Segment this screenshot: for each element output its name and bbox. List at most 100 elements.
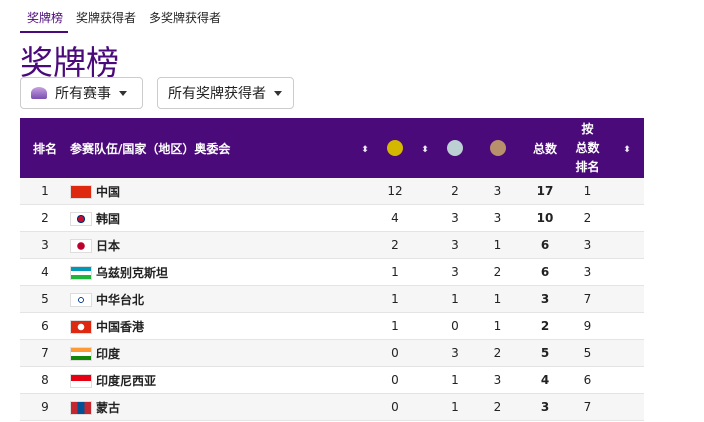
active-tab-indicator: [20, 31, 68, 33]
page-title: 奖牌榜: [20, 43, 119, 82]
rank-by-total: 3: [565, 258, 610, 286]
silver-count: 1: [440, 285, 470, 313]
caret-down-icon: [119, 90, 127, 96]
bronze-count: 3: [470, 178, 525, 205]
sort-icon[interactable]: ⬍: [623, 145, 631, 155]
winners-filter-label: 所有奖牌获得者: [168, 86, 266, 102]
gold-count: 1: [380, 285, 410, 313]
tab-bar: 奖牌榜 奖牌获得者 多奖牌获得者: [27, 9, 221, 26]
rank-by-total: 9: [565, 312, 610, 340]
table-row[interactable]: 7 印度 0 3 2 5 5: [20, 339, 644, 367]
rank: 7: [20, 339, 70, 367]
table-row[interactable]: 6 中国香港 1 0 1 2 9: [20, 312, 644, 340]
team-name[interactable]: 中华台北: [96, 292, 145, 307]
total-count: 3: [525, 393, 565, 421]
caret-down-icon: [274, 90, 282, 96]
header-rank: 排名: [32, 141, 57, 156]
silver-count: 3: [440, 231, 470, 259]
header-total: 总数: [532, 141, 557, 156]
rank-by-total: 7: [565, 285, 610, 313]
total-count: 2: [525, 312, 565, 340]
bronze-count: 2: [470, 339, 525, 367]
gold-medal-icon: [387, 140, 403, 156]
gold-count: 1: [380, 258, 410, 286]
total-count: 6: [525, 258, 565, 286]
bronze-count: 2: [470, 393, 525, 421]
flag-icon: [70, 185, 92, 199]
tab-medal-table[interactable]: 奖牌榜: [27, 11, 64, 25]
sort-icon[interactable]: ⬍: [421, 145, 429, 155]
rank: 9: [20, 393, 70, 421]
table-row[interactable]: 1 中国 12 2 3 17 1: [20, 178, 644, 205]
table-row[interactable]: 2 韩国 4 3 3 10 2: [20, 204, 644, 232]
table-header: 排名 参赛队伍/国家（地区）奥委会 ⬍ ⬍ 总数 按 总数 排名 ⬍: [20, 118, 644, 178]
team-name[interactable]: 乌兹别克斯坦: [96, 265, 169, 280]
silver-count: 2: [440, 178, 470, 205]
total-count: 4: [525, 366, 565, 394]
bronze-count: 2: [470, 258, 525, 286]
event-filter-dropdown[interactable]: 所有赛事: [20, 77, 143, 109]
flag-icon: [70, 266, 92, 280]
silver-count: 0: [440, 312, 470, 340]
team-cell[interactable]: 韩国: [70, 204, 380, 232]
rank: 5: [20, 285, 70, 313]
table-row[interactable]: 3 日本 2 3 1 6 3: [20, 231, 644, 259]
table-row[interactable]: 8 印度尼西亚 0 1 3 4 6: [20, 366, 644, 394]
flag-icon: [70, 293, 92, 307]
silver-count: 1: [440, 366, 470, 394]
bronze-count: 3: [470, 366, 525, 394]
total-count: 17: [525, 178, 565, 205]
gold-count: 12: [380, 178, 410, 205]
table-row[interactable]: 9 蒙古 0 1 2 3 7: [20, 393, 644, 421]
rank: 3: [20, 231, 70, 259]
total-count: 3: [525, 285, 565, 313]
team-cell[interactable]: 日本: [70, 231, 380, 259]
team-cell[interactable]: 中国: [70, 178, 380, 205]
team-cell[interactable]: 蒙古: [70, 393, 380, 421]
team-cell[interactable]: 乌兹别克斯坦: [70, 258, 380, 286]
header-team: 参赛队伍/国家（地区）奥委会: [70, 141, 231, 156]
team-name[interactable]: 蒙古: [96, 400, 121, 415]
rank-by-total: 6: [565, 366, 610, 394]
team-cell[interactable]: 印度: [70, 339, 380, 367]
rank: 4: [20, 258, 70, 286]
medal-table: 排名 参赛队伍/国家（地区）奥委会 ⬍ ⬍ 总数 按 总数 排名 ⬍ 1 中国 …: [20, 118, 644, 421]
tab-multi-medalists[interactable]: 多奖牌获得者: [149, 11, 222, 25]
bronze-count: 1: [470, 312, 525, 340]
team-cell[interactable]: 印度尼西亚: [70, 366, 380, 394]
rank: 6: [20, 312, 70, 340]
flag-icon: [70, 347, 92, 361]
gold-count: 0: [380, 393, 410, 421]
silver-count: 1: [440, 393, 470, 421]
rank-by-total: 2: [565, 204, 610, 232]
rank-by-total: 5: [565, 339, 610, 367]
team-cell[interactable]: 中华台北: [70, 285, 380, 313]
total-count: 5: [525, 339, 565, 367]
rank-by-total: 1: [565, 178, 610, 205]
flag-icon: [70, 212, 92, 226]
rank: 1: [20, 178, 70, 205]
silver-medal-icon: [447, 140, 463, 156]
rank: 2: [20, 204, 70, 232]
gold-count: 4: [380, 204, 410, 232]
tab-medalists[interactable]: 奖牌获得者: [76, 11, 137, 25]
team-name[interactable]: 印度尼西亚: [96, 373, 157, 388]
flag-icon: [70, 320, 92, 334]
table-row[interactable]: 4 乌兹别克斯坦 1 3 2 6 3: [20, 258, 644, 286]
bronze-count: 1: [470, 285, 525, 313]
team-name[interactable]: 中国: [96, 184, 121, 199]
sort-icon[interactable]: ⬍: [361, 145, 369, 155]
table-row[interactable]: 5 中华台北 1 1 1 3 7: [20, 285, 644, 313]
rank: 8: [20, 366, 70, 394]
silver-count: 3: [440, 204, 470, 232]
team-cell[interactable]: 中国香港: [70, 312, 380, 340]
gold-count: 0: [380, 366, 410, 394]
silver-count: 3: [440, 339, 470, 367]
rank-by-total: 7: [565, 393, 610, 421]
header-rank-by-total: 按 总数 排名: [575, 121, 600, 174]
team-name[interactable]: 中国香港: [96, 319, 145, 334]
winners-filter-dropdown[interactable]: 所有奖牌获得者: [157, 77, 294, 109]
team-name[interactable]: 印度: [96, 346, 121, 361]
team-name[interactable]: 韩国: [96, 211, 121, 226]
team-name[interactable]: 日本: [96, 238, 121, 253]
